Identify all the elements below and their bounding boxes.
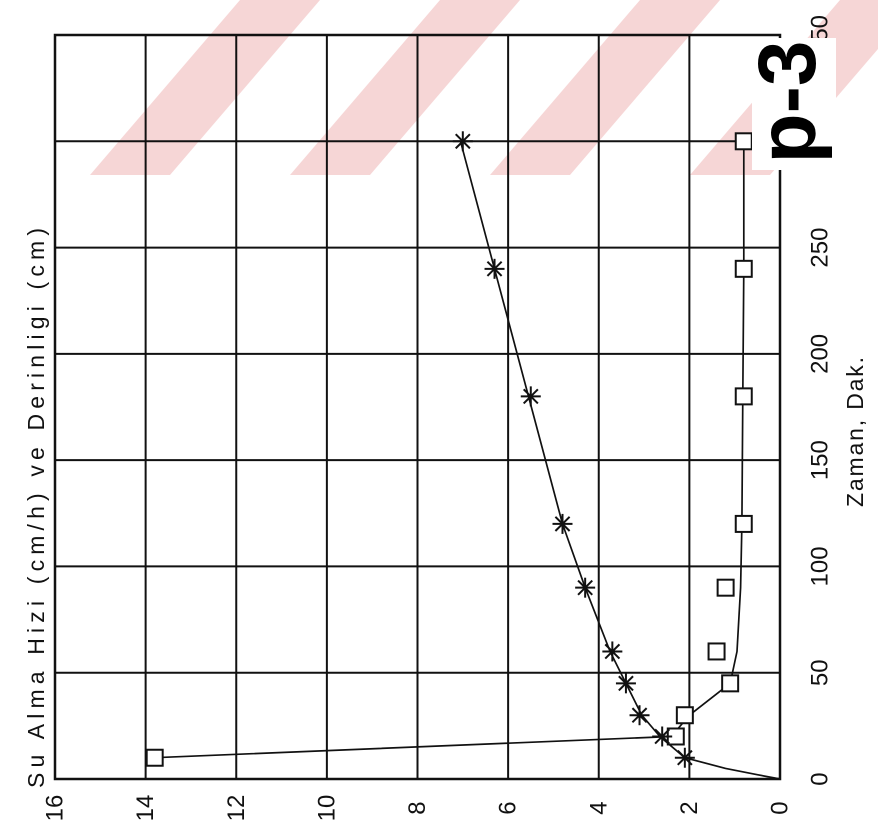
square-marker xyxy=(734,132,753,151)
time-tick-label: 100 xyxy=(807,546,834,586)
value-tick-label: 16 xyxy=(42,795,69,822)
square-marker xyxy=(721,674,740,693)
data-markers xyxy=(145,131,753,768)
asterisk-marker xyxy=(452,131,473,152)
asterisk-marker xyxy=(615,673,636,694)
asterisk-stroke xyxy=(618,675,634,692)
asterisk-stroke xyxy=(554,516,571,532)
value-tick-label: 0 xyxy=(767,801,794,814)
grid-lines xyxy=(55,35,780,779)
time-tick-label: 150 xyxy=(807,440,834,480)
value-tick-label: 4 xyxy=(585,801,612,814)
square-marker xyxy=(734,514,753,533)
time-tick-label: 200 xyxy=(807,334,834,374)
asterisk-marker xyxy=(575,577,596,598)
asterisk-stroke xyxy=(604,643,621,660)
square-marker xyxy=(707,642,726,661)
square-marker xyxy=(734,259,753,278)
asterisk-marker xyxy=(674,747,695,768)
asterisk-stroke xyxy=(486,261,503,277)
square-marker xyxy=(716,578,735,597)
value-tick-label: 14 xyxy=(132,795,159,822)
asterisk-marker xyxy=(552,513,573,534)
time-tick-label: 50 xyxy=(807,659,834,686)
time-tick-label: 250 xyxy=(807,228,834,268)
asterisk-stroke xyxy=(455,133,471,150)
square-marker xyxy=(734,387,753,406)
plot-frame xyxy=(53,33,782,781)
asterisk-marker xyxy=(652,726,673,747)
watermark-stripe xyxy=(490,0,720,175)
watermark-stripe xyxy=(290,0,520,175)
panel-title-background xyxy=(752,38,836,170)
value-tick-label: 6 xyxy=(495,801,522,814)
value-tick-label: 8 xyxy=(404,801,431,814)
value-axis-ticks: 0 2 4 6 8 10 12 14 16 xyxy=(42,795,794,822)
asterisk-stroke xyxy=(522,388,539,405)
watermark-stripe xyxy=(90,0,320,175)
time-tick-label: 0 xyxy=(807,772,834,785)
value-tick-label: 10 xyxy=(313,795,340,822)
value-tick-label: 2 xyxy=(676,801,703,814)
square-marker xyxy=(145,748,164,767)
value-axis-label: Su Alma Hizi (cm/h) ve Derinligi (cm) xyxy=(23,228,49,788)
asterisk-stroke xyxy=(677,749,693,766)
square-marker xyxy=(675,706,694,725)
asterisk-stroke xyxy=(577,579,593,596)
panel-title: p-3 xyxy=(742,41,833,164)
asterisk-stroke xyxy=(654,728,670,745)
asterisk-marker xyxy=(484,258,505,279)
asterisk-marker xyxy=(520,386,541,407)
asterisk-marker xyxy=(629,705,650,726)
square-series-curve xyxy=(154,141,745,759)
asterisk-marker xyxy=(602,641,623,662)
time-axis-label: Zaman, Dak. xyxy=(842,357,868,507)
value-tick-label: 12 xyxy=(223,795,250,822)
asterisk-stroke xyxy=(631,707,648,724)
